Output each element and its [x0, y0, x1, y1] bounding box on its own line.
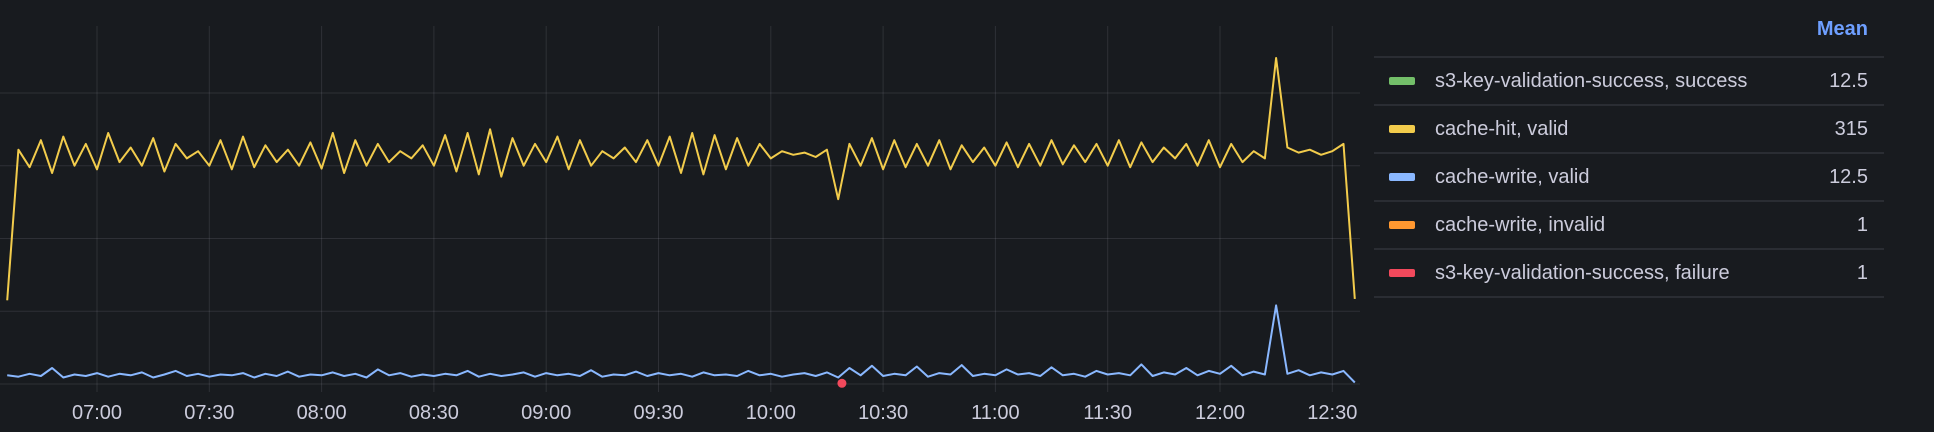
series-color-swatch[interactable]: [1389, 221, 1415, 229]
legend-item[interactable]: s3-key-validation-success, success 12.5: [1374, 58, 1884, 106]
x-tick-label: 08:30: [409, 402, 459, 424]
legend-item-mean: 1: [1856, 261, 1868, 284]
series-color-swatch[interactable]: [1389, 125, 1415, 133]
x-tick-label: 11:00: [971, 402, 1020, 424]
legend-mean-header[interactable]: Mean: [1816, 18, 1868, 40]
legend-item-label[interactable]: s3-key-validation-success, success: [1435, 69, 1748, 92]
legend-item-mean: 315: [1834, 117, 1868, 140]
legend-item-mean: 1: [1856, 213, 1868, 236]
series-layer: [6, 57, 1356, 388]
legend-item-label[interactable]: cache-write, invalid: [1435, 213, 1606, 236]
legend-item[interactable]: cache-write, valid 12.5: [1374, 154, 1884, 202]
series-color-swatch[interactable]: [1389, 269, 1415, 277]
time-series-plot[interactable]: 07:00 07:30 08:00 08:30 09:00 09:30 10:00 10:30…: [0, 0, 1365, 432]
x-tick-label: 12:00: [1195, 402, 1245, 424]
legend-item-mean: 12.5: [1829, 165, 1868, 188]
series-color-swatch[interactable]: [1389, 173, 1415, 181]
legend-item-label[interactable]: cache-write, valid: [1435, 165, 1590, 188]
x-tick-label: 09:00: [521, 402, 571, 424]
legend-item-mean: 12.5: [1829, 69, 1868, 92]
legend-item[interactable]: cache-write, invalid 1: [1374, 202, 1884, 250]
series-line-cache-hit-valid: [6, 57, 1356, 301]
x-tick-label: 11:30: [1083, 402, 1132, 424]
x-tick-label: 10:00: [746, 402, 796, 424]
x-tick-label: 08:00: [297, 402, 347, 424]
legend-item[interactable]: cache-hit, valid 315: [1374, 106, 1884, 154]
x-tick-label: 07:30: [184, 402, 234, 424]
legend-item[interactable]: s3-key-validation-success, failure 1: [1374, 250, 1884, 298]
legend-item-label[interactable]: s3-key-validation-success, failure: [1435, 261, 1730, 284]
series-point-failure: [837, 378, 847, 388]
x-axis: 07:00 07:30 08:00 08:30 09:00 09:30 10:00 10:30…: [72, 402, 1357, 424]
series-color-swatch[interactable]: [1389, 77, 1415, 85]
legend: Mean s3-key-validation-success, success 1…: [1374, 0, 1884, 298]
grid: [0, 26, 1360, 392]
x-tick-label: 07:00: [72, 402, 122, 424]
x-tick-label: 09:30: [633, 402, 683, 424]
legend-item-label[interactable]: cache-hit, valid: [1435, 117, 1569, 140]
legend-header: Mean: [1374, 0, 1884, 58]
series-line-cache-write-valid: [7, 304, 1356, 384]
x-tick-label: 12:30: [1307, 402, 1357, 424]
x-tick-label: 10:30: [858, 402, 908, 424]
